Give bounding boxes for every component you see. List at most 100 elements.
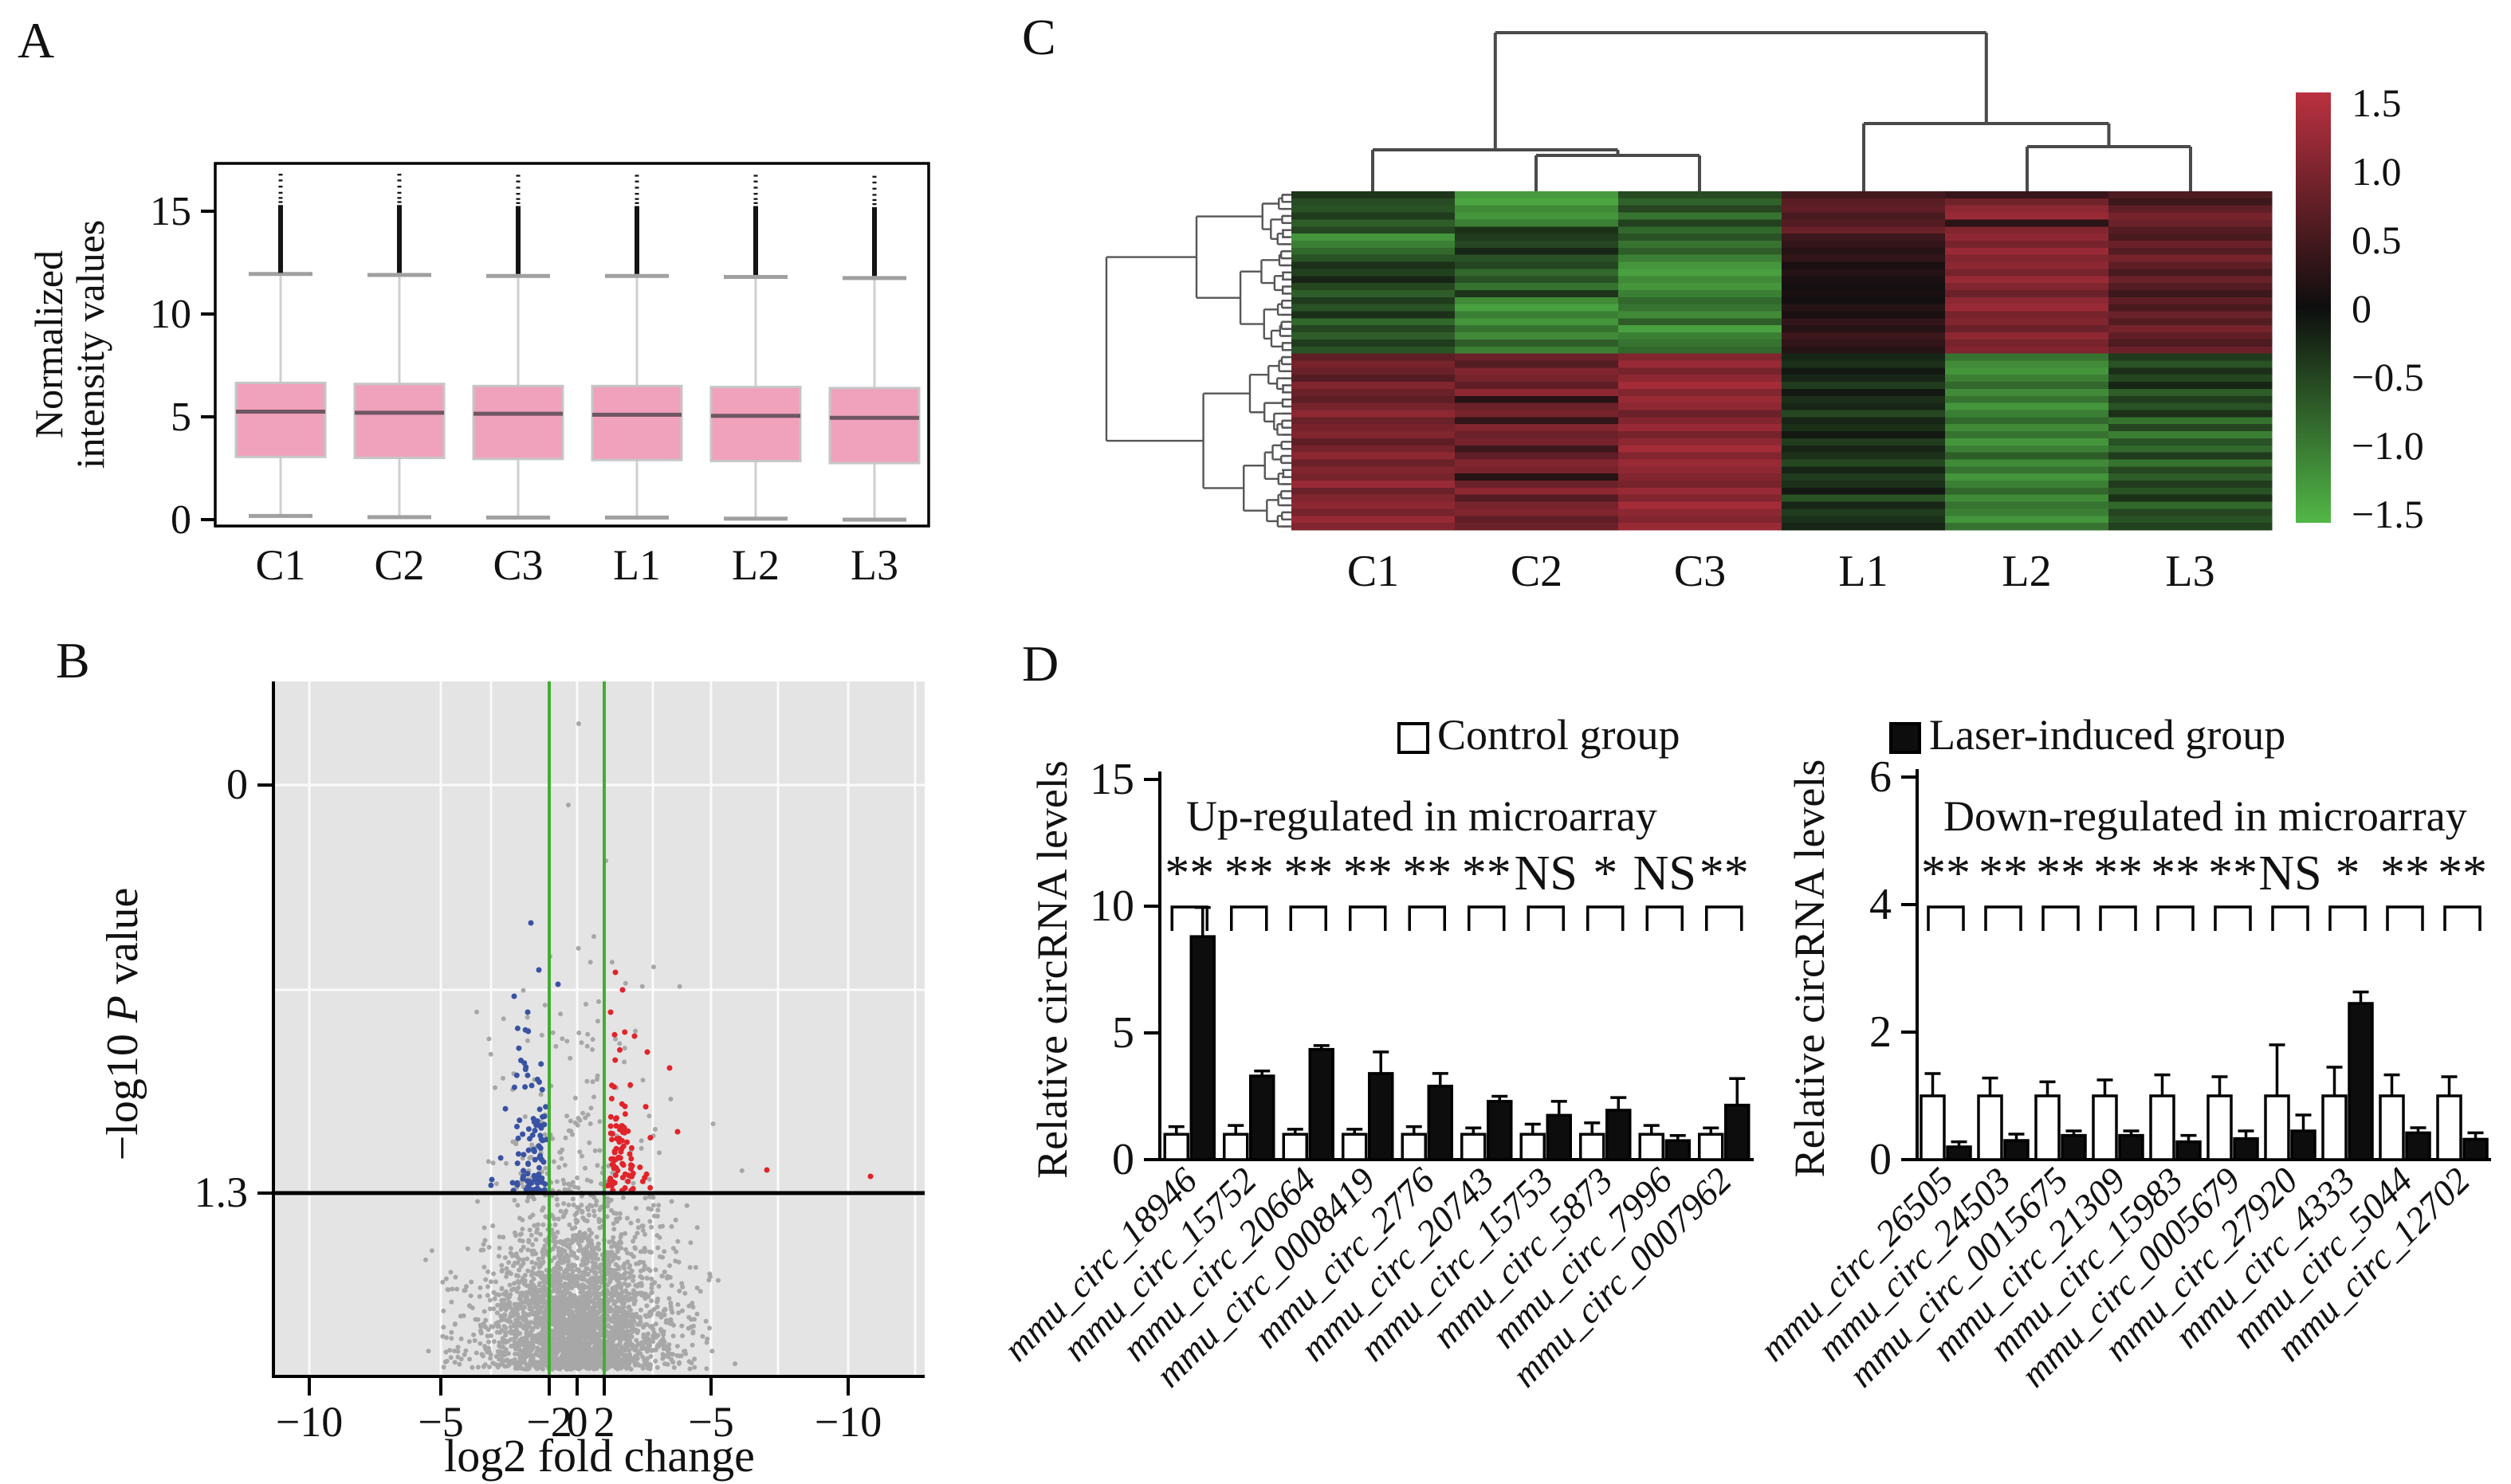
- bar-control: [1401, 1133, 1427, 1161]
- significance-bracket: [1927, 905, 1965, 931]
- bar-laser: [1546, 1113, 1572, 1161]
- heatmap-column-label: L2: [2002, 547, 2051, 596]
- colorbar-tick-label: 1.0: [2352, 149, 2402, 194]
- significance-bracket: [2443, 905, 2482, 931]
- significance-label: **: [2380, 846, 2430, 901]
- x-category-label: L1: [613, 541, 661, 589]
- significance-bracket: [1408, 905, 1446, 931]
- bar-control: [1282, 1133, 1308, 1161]
- colorbar-tick-label: −0.5: [2352, 355, 2424, 399]
- significance-bracket: [1349, 905, 1387, 931]
- x-tick-label: −10: [815, 1398, 882, 1446]
- bar-laser: [2405, 1131, 2431, 1161]
- boxplot-panel: Normalizedintensity values 0 5 10 15 C1 C2 C3 L1…: [26, 162, 930, 589]
- bar-laser: [1189, 935, 1216, 1161]
- significance-label: NS: [1515, 846, 1578, 901]
- significance-bracket: [1645, 905, 1684, 931]
- box: [234, 381, 327, 458]
- y-tick-label: 0: [1112, 1135, 1134, 1184]
- significance-bracket: [2271, 905, 2309, 931]
- bar-control: [1977, 1094, 2003, 1161]
- bar-laser: [2290, 1129, 2316, 1161]
- bar-laser: [2233, 1137, 2259, 1161]
- x-tick-label: −10: [276, 1398, 343, 1446]
- significance-label: **: [1343, 846, 1393, 901]
- bar-laser: [2061, 1133, 2087, 1161]
- x-category-label: C2: [374, 541, 424, 589]
- bar-laser: [1605, 1109, 1632, 1161]
- panel-b-label: B: [56, 632, 90, 689]
- bar-laser: [1664, 1139, 1691, 1161]
- bar-control: [1342, 1133, 1368, 1161]
- y-axis-title: Relative circRNA levels: [1028, 760, 1076, 1179]
- significance-label: NS: [1633, 846, 1696, 901]
- colorbar-tick-label: −1.0: [2352, 423, 2424, 468]
- legend-label-control: Control group: [1437, 711, 1680, 759]
- y-tick-label: 5: [1112, 1008, 1134, 1058]
- x-category-label: C3: [493, 541, 543, 589]
- significance-label: *: [1593, 846, 1617, 901]
- heatmap-column-label: C3: [1674, 547, 1726, 596]
- significance-bracket: [1586, 905, 1625, 931]
- y-tick-label: 0: [1869, 1135, 1892, 1184]
- x-category-label: L2: [732, 541, 780, 589]
- bar-laser: [1724, 1103, 1751, 1161]
- bar-control: [1163, 1133, 1189, 1161]
- heatmap-cells: [1291, 191, 2273, 531]
- y-tick-label: 0: [226, 760, 248, 808]
- x-tick-label: −5: [418, 1398, 463, 1446]
- bar-control: [2321, 1094, 2348, 1161]
- bar-laser: [2462, 1137, 2489, 1161]
- y-tick-label: 0: [171, 497, 191, 543]
- bar-control: [2092, 1094, 2118, 1161]
- bar-laser: [2003, 1139, 2030, 1161]
- bar-control: [2436, 1094, 2462, 1161]
- heatmap-column-label: C1: [1347, 547, 1399, 596]
- y-tick-label: 10: [150, 292, 191, 337]
- bar-control: [1579, 1133, 1605, 1161]
- colorbar-tick-label: 1.5: [2352, 80, 2402, 125]
- bar-control: [1223, 1133, 1249, 1161]
- legend-swatch-laser: [1889, 722, 1921, 754]
- significance-bracket: [2328, 905, 2367, 931]
- y-tick-label: 15: [1090, 755, 1134, 804]
- significance-label: **: [1462, 846, 1511, 901]
- x-tick-label: −2: [526, 1398, 572, 1446]
- bar-laser: [1487, 1100, 1513, 1161]
- significance-label: **: [1921, 846, 1971, 901]
- y-tick-label: 15: [150, 189, 191, 234]
- bar-control: [2034, 1094, 2061, 1161]
- significance-bracket: [2386, 905, 2424, 931]
- significance-label: **: [2438, 846, 2487, 901]
- bar-control: [2379, 1094, 2405, 1161]
- bar-laser: [2175, 1140, 2202, 1161]
- significance-bracket: [1170, 905, 1208, 931]
- panel-a-label: A: [18, 12, 55, 69]
- y-tick-label: 2: [1869, 1007, 1892, 1057]
- bar-laser: [2118, 1133, 2144, 1161]
- significance-label: NS: [2258, 846, 2321, 901]
- significance-label: **: [1283, 846, 1333, 901]
- panel-c-label: C: [1022, 9, 1056, 65]
- significance-bracket: [2099, 905, 2137, 931]
- significance-label: **: [1402, 846, 1452, 901]
- colorbar-tick-label: −1.5: [2352, 492, 2424, 536]
- bar-laser: [1427, 1085, 1453, 1161]
- x-tick-label: 0: [567, 1398, 588, 1446]
- bar-laser: [2348, 1002, 2374, 1161]
- bar-control: [1519, 1133, 1546, 1161]
- x-category-label: L3: [851, 541, 898, 589]
- x-axis-title: log2 fold change: [444, 1430, 755, 1482]
- y-tick-label: 10: [1090, 881, 1134, 931]
- significance-label: *: [2336, 846, 2360, 901]
- significance-label: **: [2036, 846, 2085, 901]
- y-axis-title: −log10 P value: [98, 888, 147, 1161]
- significance-label: **: [2151, 846, 2200, 901]
- legend-swatch-control: [1397, 722, 1429, 754]
- y-axis-title: Relative circRNA levels: [1786, 760, 1833, 1178]
- row-dendrogram: [1105, 194, 1291, 528]
- y-tick-label: 4: [1869, 880, 1892, 929]
- colorbar-tick-label: 0.5: [2352, 218, 2402, 262]
- heatmap-panel: C1 C2 C3 L1 L2 L3 1.5 1.0 0.5 0 −0.5 −1.0 −1.5: [1105, 31, 2424, 596]
- box: [591, 384, 683, 461]
